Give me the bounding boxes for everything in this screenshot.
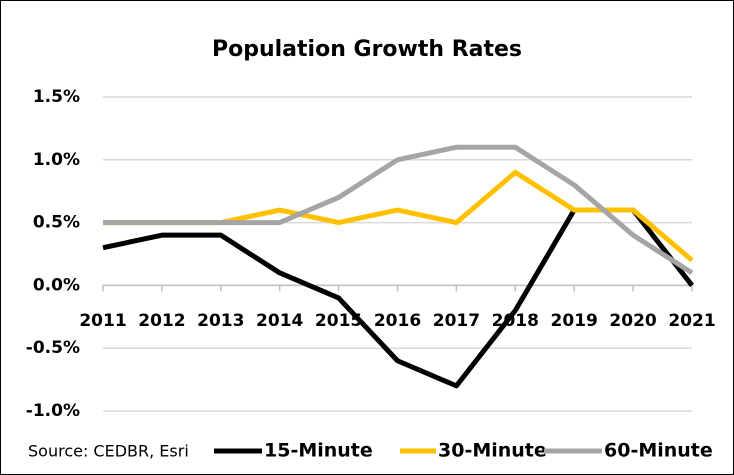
x-tick-label: 2012 [138, 311, 185, 331]
x-tick-label: 2014 [256, 311, 303, 331]
x-tick-label: 2020 [609, 311, 656, 331]
x-tick-label: 2013 [197, 311, 244, 331]
y-tick-label: 0.0% [33, 275, 80, 295]
x-tick-label: 2016 [374, 311, 421, 331]
y-tick-label: 1.0% [33, 150, 80, 170]
legend-label: 60-Minute [604, 440, 713, 462]
source-note: Source: CEDBR, Esri [28, 442, 189, 461]
y-tick-label: -1.0% [26, 401, 80, 421]
chart-title: Population Growth Rates [212, 37, 522, 62]
legend-label: 15-Minute [264, 440, 373, 462]
series-line [103, 144, 694, 275]
legend-label: 30-Minute [438, 440, 547, 462]
x-tick-label: 2019 [551, 311, 598, 331]
y-tick-label: -0.5% [26, 338, 80, 358]
x-tick-label: 2021 [668, 311, 715, 331]
y-tick-label: 1.5% [33, 87, 80, 107]
x-tick-label: 2011 [79, 311, 126, 331]
x-tick-label: 2018 [492, 311, 539, 331]
x-tick-label: 2017 [433, 311, 480, 331]
y-tick-label: 0.5% [33, 213, 80, 233]
x-tick-label: 2015 [315, 311, 362, 331]
